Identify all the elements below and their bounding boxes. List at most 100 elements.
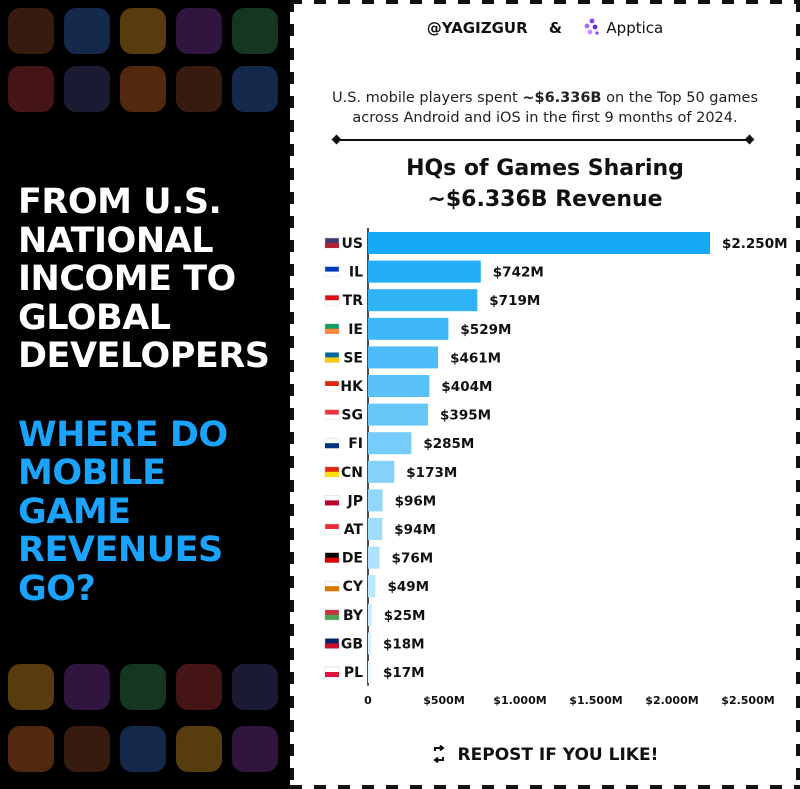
question-line: REVENUES (18, 530, 223, 570)
game-app-icon (176, 8, 222, 54)
bar-jp (368, 489, 383, 512)
category-label-ie: IE (348, 322, 363, 338)
category-label-tr: TR (343, 293, 364, 309)
category-label-by: BY (343, 608, 364, 624)
game-app-icon (232, 664, 278, 710)
category-label-at: AT (344, 522, 364, 538)
question-line: GAME (18, 491, 131, 532)
x-tick-label: $1.500M (569, 694, 622, 707)
game-app-icon (120, 726, 166, 772)
category-label-sg: SG (341, 408, 363, 424)
ie-flag-icon-stripe (325, 328, 339, 334)
game-app-icon (64, 66, 110, 112)
category-label-pl: PL (344, 665, 363, 681)
by-flag-icon-stripe (325, 614, 339, 620)
value-label-tr: $719M (489, 293, 540, 309)
bar-ie (368, 317, 449, 340)
category-label-de: DE (342, 551, 363, 567)
bar-fi (368, 432, 412, 455)
game-app-icon (176, 726, 222, 772)
game-app-icon (8, 8, 54, 54)
category-label-il: IL (349, 265, 363, 281)
ampersand: & (548, 19, 562, 37)
bar-us (368, 232, 710, 254)
us-flag-icon-stripe (325, 243, 339, 248)
question-line: MOBILE (18, 453, 166, 493)
game-app-icon (120, 66, 166, 112)
bar-chart: US $2.250M IL $742M TR $719M IE $529M SE $461M HK $… (324, 228, 788, 707)
bar-cy (368, 575, 376, 598)
game-app-icon (120, 8, 166, 54)
cy-flag-icon-stripe (325, 586, 339, 592)
bar-at (368, 518, 383, 540)
intro-total: ~$6.336B (522, 90, 602, 106)
value-label-by: $25M (384, 608, 426, 624)
brand-row: @YAGIZGUR & Apptica (290, 18, 800, 37)
jp-flag-icon-stripe (325, 500, 339, 506)
value-label-at: $94M (394, 522, 436, 538)
bar-gb (368, 632, 371, 655)
category-label-gb: GB (341, 636, 363, 652)
question-line: GO? (18, 568, 96, 609)
de-flag-icon-stripe (325, 557, 339, 563)
value-label-jp: $96M (395, 493, 437, 509)
value-label-ie: $529M (460, 322, 511, 338)
apptica-logo-text: Apptica (606, 19, 664, 37)
category-label-cy: CY (343, 579, 364, 595)
value-label-us: $2.250M (722, 236, 788, 252)
hk-flag-icon-stripe (325, 386, 339, 391)
bar-hk (368, 375, 430, 397)
game-app-icon (64, 8, 110, 54)
il-flag-icon-stripe (325, 271, 339, 277)
top-dashed-border (290, 0, 800, 4)
game-app-icon (8, 66, 54, 112)
chart-title-line2: ~$6.336B Revenue (427, 187, 663, 212)
apptica-logo-icon (584, 18, 599, 35)
divider-line (331, 134, 755, 145)
fi-flag-icon-stripe (325, 443, 339, 449)
x-tick-label: $500M (423, 694, 465, 707)
category-label-hk: HK (340, 379, 364, 395)
value-label-pl: $17M (383, 665, 425, 681)
value-label-cy: $49M (387, 579, 429, 595)
footer-label: REPOST IF YOU LIKE! (457, 745, 659, 765)
bar-de (368, 546, 380, 569)
game-app-icon (176, 66, 222, 112)
bottom-dashed-border (290, 785, 800, 789)
chart-title-line1: HQs of Games Sharing (406, 156, 684, 181)
x-tick-label: $2.500M (721, 694, 774, 707)
value-label-gb: $18M (383, 636, 425, 652)
question-line: WHERE DO (18, 414, 228, 455)
game-app-icon (8, 726, 54, 772)
right-panel: @YAGIZGUR & Apptica U.S. mobile players … (290, 0, 800, 789)
headline-line: GLOBAL (18, 297, 171, 338)
value-label-sg: $395M (440, 408, 491, 424)
headline-line: FROM U.S. (18, 182, 222, 222)
bar-by (368, 603, 372, 626)
gb-flag-icon-stripe (325, 643, 339, 649)
left-dashed-border (290, 0, 294, 789)
value-label-cn: $173M (406, 465, 457, 481)
left-panel: FROM U.S. NATIONAL INCOME TO GLOBAL DEVE… (0, 0, 290, 789)
bar-se (368, 346, 439, 369)
at-flag-icon-stripe (325, 529, 339, 534)
x-tick-label: 0 (364, 694, 372, 707)
intro-text: U.S. mobile players spent ~$6.336B on th… (310, 88, 780, 128)
game-app-icon (232, 8, 278, 54)
value-label-se: $461M (450, 350, 501, 366)
bar-tr (368, 289, 478, 312)
repost-icon (433, 745, 445, 763)
intro-pre: U.S. mobile players spent (331, 90, 523, 106)
value-label-hk: $404M (441, 379, 492, 395)
category-label-se: SE (343, 350, 363, 366)
question: WHERE DO MOBILE GAME REVENUES GO? (18, 414, 286, 609)
bar-pl (368, 661, 371, 683)
headline: FROM U.S. NATIONAL INCOME TO GLOBAL DEVE… (18, 183, 286, 376)
se-flag-icon-stripe (325, 357, 339, 363)
game-app-icon (176, 664, 222, 710)
game-app-icon (232, 726, 278, 772)
game-app-icon (8, 664, 54, 710)
footer: REPOST IF YOU LIKE! (290, 745, 800, 765)
category-label-cn: CN (341, 465, 363, 481)
game-app-icon (64, 726, 110, 772)
